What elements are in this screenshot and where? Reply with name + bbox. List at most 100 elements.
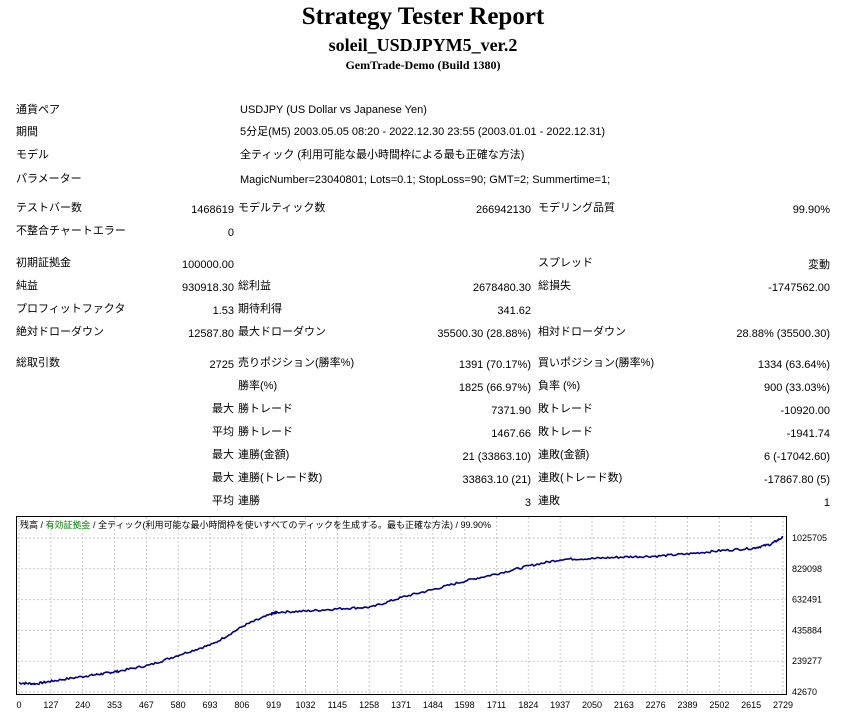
relative-drawdown-value: 28.88% (35500.30) [736, 328, 830, 340]
params-value: MagicNumber=23040801; Lots=0.1; StopLoss… [240, 174, 611, 186]
balance-series-line [18, 535, 784, 686]
y-tick-label: 1025705 [792, 533, 827, 543]
max-consecutive-wins-label: 連勝(金額) [238, 449, 290, 461]
x-tick-label: 1484 [423, 700, 443, 710]
max-consecutive-wins-value: 21 (33863.10) [462, 451, 532, 463]
profit-factor-value: 1.53 [212, 305, 234, 317]
period-label: 期間 [16, 126, 38, 138]
errors-label: 不整合チャートエラー [16, 225, 126, 237]
average-loss-label: 敗トレード [538, 426, 593, 438]
average-consecutive-label: 平均 [212, 495, 234, 507]
max-consecutive-losses-value: 6 (-17042.60) [763, 451, 830, 463]
x-tick-label: 806 [234, 700, 249, 710]
y-axis-labels: 1025705 829098 632491 435884 239277 42670 [792, 533, 827, 697]
x-tick-label: 2615 [741, 700, 761, 710]
model-label: モデル [16, 149, 49, 161]
legend-equity: 有効証拠金 [46, 519, 91, 530]
x-tick-label: 1145 [328, 700, 347, 710]
spread-label: スプレッド [538, 257, 593, 269]
server-build: GemTrade-Demo (Build 1380) [345, 58, 501, 72]
legend-model: 全ティック(利用可能な最小時間枠を使いすべてのティックを生成する。最も正確な方法… [98, 519, 453, 530]
long-positions-label: 買いポジション(勝率%) [538, 357, 655, 369]
maximal-label: 最大 [212, 472, 234, 484]
x-tick-label: 580 [171, 700, 186, 710]
average-loss-value: -1941.74 [786, 428, 830, 440]
largest-loss-value: -10920.00 [780, 405, 830, 417]
y-tick-label: 239277 [792, 656, 822, 666]
quality-label: モデリング品質 [538, 202, 615, 214]
x-tick-label: 127 [43, 700, 58, 710]
spread-value: 変動 [808, 259, 830, 271]
max-consecutive-profit-value: 33863.10 (21) [462, 474, 532, 486]
x-tick-label: 0 [16, 700, 21, 710]
errors-value: 0 [227, 227, 234, 239]
y-tick-label: 435884 [792, 625, 822, 635]
period-value: 5分足(M5) 2003.05.05 08:20 - 2022.12.30 23… [240, 126, 606, 138]
x-tick-label: 1598 [455, 700, 475, 710]
x-tick-label: 2163 [614, 700, 634, 710]
maximal-drawdown-value: 35500.30 (28.88%) [437, 328, 531, 340]
legend-sep-1: / [38, 520, 46, 530]
deposit-label: 初期証拠金 [16, 257, 71, 269]
expected-payoff-value: 341.62 [497, 305, 531, 317]
gross-loss-value: -1747562.00 [768, 282, 830, 294]
total-trades-value: 2725 [209, 359, 234, 371]
x-tick-label: 2729 [773, 700, 793, 710]
bars-label: テストバー数 [16, 202, 82, 214]
avg-consecutive-losses-label: 連敗 [538, 495, 560, 507]
legend-sep-2: / [91, 520, 99, 530]
legend-quality: 99.90% [461, 520, 492, 530]
loss-rate-label: 負率 (%) [538, 380, 581, 392]
balance-chart: 残高 / 有効証拠金 / 全ティック(利用可能な最小時間枠を使いすべてのティック… [16, 516, 827, 710]
legend-balance: 残高 [20, 519, 38, 530]
chart-grid [17, 517, 786, 694]
gross-profit-label: 総利益 [238, 280, 271, 292]
x-tick-label: 1937 [550, 700, 570, 710]
loss-rate-value: 900 (33.03%) [763, 382, 830, 394]
x-tick-label: 1032 [295, 700, 315, 710]
short-positions-value: 1391 (70.17%) [458, 359, 531, 371]
max-consecutive-loss-label: 連敗(トレード数) [538, 472, 623, 484]
max-consecutive-profit-label: 連勝(トレード数) [238, 472, 323, 484]
short-positions-label: 売りポジション(勝率%) [238, 357, 355, 369]
x-tick-label: 1824 [518, 700, 538, 710]
avg-consecutive-wins-value: 3 [524, 497, 531, 509]
y-tick-label: 42670 [792, 687, 817, 697]
absolute-drawdown-value: 12587.80 [188, 328, 234, 340]
x-axis-labels: 0 127 240 353 467 580 693 806 919 1032 1145 1258 137… [16, 700, 793, 710]
x-tick-label: 919 [266, 700, 281, 710]
x-tick-label: 2389 [677, 700, 697, 710]
average-profit-label: 勝トレード [238, 426, 293, 438]
bars-value: 1468619 [191, 204, 234, 216]
gross-profit-value: 2678480.30 [472, 282, 531, 294]
avg-consecutive-losses-value: 1 [823, 497, 830, 509]
x-tick-label: 693 [202, 700, 217, 710]
average-profit-value: 1467.66 [491, 428, 531, 440]
maximal-drawdown-label: 最大ドローダウン [238, 326, 326, 338]
ticks-label: モデルティック数 [238, 202, 326, 214]
symbol-label: 通貨ペア [16, 104, 60, 116]
symbol-value: USDJPY (US Dollar vs Japanese Yen) [240, 104, 427, 116]
x-tick-label: 467 [139, 700, 154, 710]
largest-loss-label: 敗トレード [538, 403, 593, 415]
maximum-label: 最大 [212, 449, 234, 461]
x-tick-label: 353 [107, 700, 122, 710]
absolute-drawdown-label: 絶対ドローダウン [16, 326, 104, 338]
largest-profit-label: 勝トレード [238, 403, 293, 415]
avg-consecutive-wins-label: 連勝 [238, 495, 260, 507]
largest-profit-value: 7371.90 [491, 405, 531, 417]
chart-legend: 残高 / 有効証拠金 / 全ティック(利用可能な最小時間枠を使いすべてのティック… [20, 519, 491, 530]
ticks-value: 266942130 [475, 204, 531, 216]
x-tick-label: 1371 [391, 700, 411, 710]
average-label: 平均 [212, 426, 234, 438]
x-tick-label: 1711 [487, 700, 506, 710]
y-tick-label: 632491 [792, 595, 822, 605]
expected-payoff-label: 期待利得 [238, 303, 282, 315]
max-consecutive-loss-value: -17867.80 (5) [763, 474, 830, 486]
report-title: Strategy Tester Report [301, 3, 545, 30]
deposit-value: 100000.00 [182, 259, 234, 271]
ea-name: soleil_USDJPYM5_ver.2 [328, 35, 518, 55]
largest-label: 最大 [212, 403, 234, 415]
win-rate-label: 勝率(%) [238, 380, 278, 392]
win-rate-value: 1825 (66.97%) [458, 382, 531, 394]
